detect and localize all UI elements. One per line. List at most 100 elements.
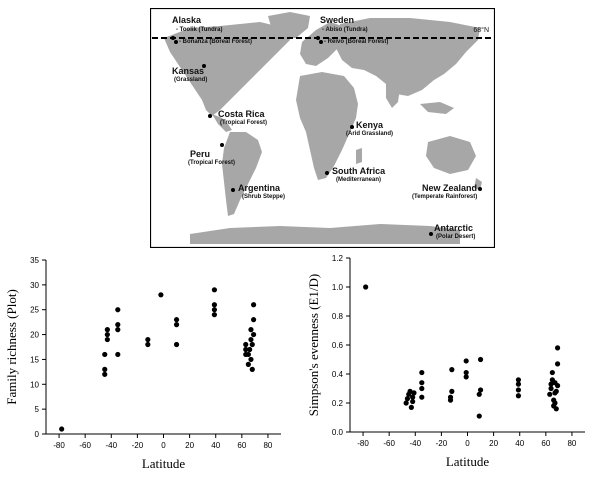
data-point <box>249 341 255 348</box>
data-point <box>245 361 251 367</box>
data-point <box>115 307 121 313</box>
data-point <box>250 317 257 323</box>
site-label-antarctic: Antarctic <box>434 223 474 233</box>
data-point <box>463 374 469 380</box>
data-point <box>102 351 108 358</box>
site-label-kenya: Kenya <box>356 120 384 130</box>
site-dot-kenya <box>350 125 354 129</box>
x-tick-label: 40 <box>211 441 220 450</box>
x-tick-label: 40 <box>515 439 524 448</box>
y-tick-label: 1.2 <box>332 254 344 263</box>
data-point <box>158 292 164 298</box>
x-tick-label: -20 <box>132 441 144 450</box>
data-point <box>363 284 369 290</box>
data-point <box>102 371 108 377</box>
data-point <box>145 341 151 348</box>
data-point <box>403 400 409 406</box>
data-point <box>476 413 482 419</box>
site-label-toolik: - Toolik (Tundra) <box>176 27 223 33</box>
data-point <box>449 388 455 394</box>
y-tick-label: 0.2 <box>332 399 344 408</box>
site-dot-abiso <box>316 36 320 40</box>
site-label-bonanza: - Bonanza (Boreal Forest) <box>179 39 253 45</box>
data-point <box>547 391 553 397</box>
y-tick-label: 25 <box>30 306 39 315</box>
y-tick-label: 35 <box>30 256 39 265</box>
data-point <box>247 346 253 353</box>
x-tick-label: -40 <box>409 439 421 448</box>
data-point <box>115 351 121 358</box>
x-tick-label: -60 <box>383 439 395 448</box>
data-point <box>249 366 255 372</box>
site-dot-toolik <box>171 36 175 40</box>
site-label-costa-rica-biome: (Tropical Forest) <box>220 120 268 126</box>
data-point <box>419 380 425 386</box>
data-point <box>211 302 218 308</box>
data-point <box>104 331 110 338</box>
x-tick-label: -20 <box>436 439 448 448</box>
data-point <box>419 369 425 376</box>
data-point <box>554 345 561 351</box>
data-point <box>115 327 121 333</box>
data-point <box>419 394 425 400</box>
x-tick-label: 60 <box>237 441 246 450</box>
data-point <box>173 317 180 323</box>
site-label-alaska: Alaska <box>172 15 202 25</box>
site-label-new-zealand-biome: (Temperate Rainforest) <box>412 194 478 200</box>
data-point <box>553 388 559 394</box>
y-tick-label: 0.0 <box>332 428 344 437</box>
site-dot-kansas <box>202 64 206 68</box>
data-point <box>407 388 413 394</box>
site-label-kenya-biome: (Arid Grassland) <box>346 131 394 137</box>
x-axis-title: Latitude <box>142 456 186 471</box>
data-point <box>548 381 554 387</box>
x-tick-label: 0 <box>465 439 470 448</box>
data-point <box>59 426 65 432</box>
site-label-argentina: Argentina <box>238 183 281 193</box>
x-tick-label: -80 <box>357 439 369 448</box>
data-point <box>211 312 218 318</box>
data-point <box>248 327 254 333</box>
x-tick-label: -80 <box>53 441 65 450</box>
data-point <box>515 377 522 383</box>
site-label-peru-biome: (Tropical Forest) <box>188 160 236 166</box>
data-point <box>211 287 218 293</box>
data-point <box>554 383 561 389</box>
x-tick-label: 80 <box>263 441 272 450</box>
data-point <box>553 406 559 412</box>
site-label-kansas: Kansas <box>172 66 205 76</box>
site-label-abiso: - Abiso (Tundra) <box>322 27 368 33</box>
family-richness-chart: -80 -60 -40 -20 0 20 40 60 80 0 5 10 15 20 25 30 35 Latit… <box>0 250 295 473</box>
data-point <box>419 385 425 392</box>
site-label-south-africa-biome: (Mediterranean) <box>336 177 382 183</box>
data-point <box>552 400 558 406</box>
data-point <box>243 341 249 348</box>
data-point <box>449 367 455 373</box>
site-dot-argentina <box>231 188 235 192</box>
y-tick-label: 0.8 <box>332 312 344 321</box>
site-label-argentina-biome: (Shrub Steppe) <box>242 194 285 200</box>
data-point <box>477 356 484 363</box>
data-point <box>245 351 251 358</box>
site-dot-peru <box>220 143 224 147</box>
data-point <box>145 336 151 343</box>
parallel-label: 68°N <box>473 27 489 34</box>
site-label-kansas-biome: (Grassland) <box>174 77 208 83</box>
data-point <box>248 356 254 363</box>
data-point <box>104 327 110 333</box>
data-point <box>173 322 180 328</box>
site-label-antarctic-biome: (Polar Desert) <box>436 234 476 240</box>
x-tick-label: -60 <box>79 441 91 450</box>
x-tick-label: 20 <box>489 439 498 448</box>
data-point <box>548 385 554 392</box>
site-label-reivo: - Reivo (Boreal Forest) <box>324 39 389 45</box>
data-point <box>549 369 555 376</box>
data-point <box>115 322 121 328</box>
data-point <box>250 331 257 338</box>
world-map-panel: 68°N Alaska - Toolik (Tundra) - Bonanza … <box>150 8 495 248</box>
simpsons-evenness-chart: -80 -60 -40 -20 0 20 40 60 80 0.0 0.2 0.4 0.6 0.8 1.0 1… <box>300 250 600 473</box>
data-point <box>211 307 218 313</box>
site-dot-bonanza <box>174 40 178 44</box>
data-point <box>411 390 417 396</box>
data-point <box>463 369 469 376</box>
